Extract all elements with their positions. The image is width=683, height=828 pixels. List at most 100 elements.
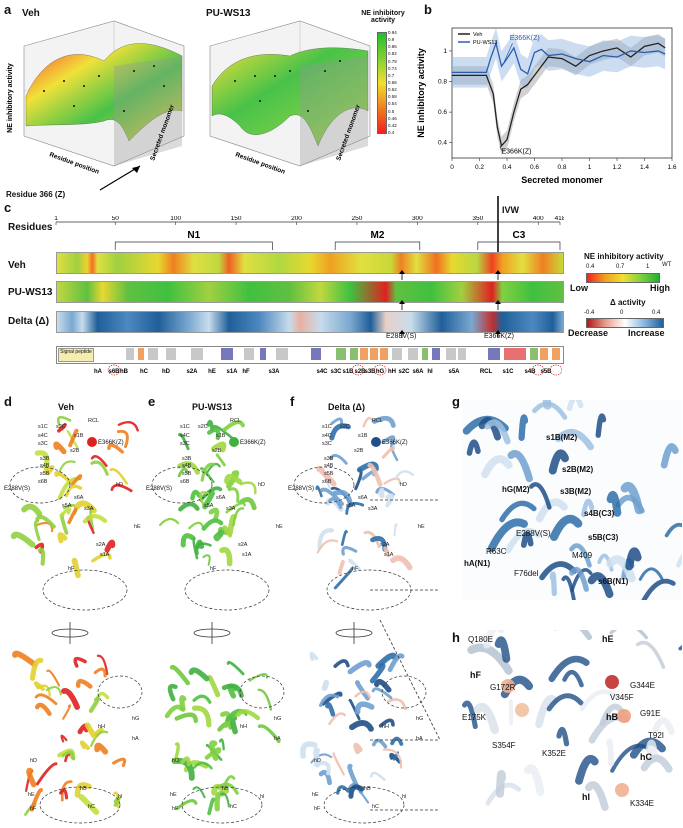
structure-label: RCL [88, 418, 99, 424]
x-tick-label: 1.2 [612, 164, 621, 171]
domain-label-C3: C3 [513, 230, 526, 241]
panel-g-label: F76del [514, 569, 539, 578]
x-tick-label: 1 [588, 164, 592, 171]
residue-sidechain [605, 675, 619, 689]
structure-label: hD [400, 482, 407, 488]
series-line-veh [452, 42, 666, 148]
panel-h-label: hE [602, 634, 614, 644]
x-tick-label: 0.8 [557, 164, 566, 171]
structure-label: hD [116, 482, 123, 488]
ss-label: s6A [412, 369, 424, 375]
ss-label: s4C [316, 369, 328, 375]
structure-label: s5A [346, 503, 356, 509]
panel-e-title: PU-WS13 [192, 402, 233, 412]
ss-element [148, 348, 158, 360]
panel-letter-a: a [4, 2, 12, 17]
annotation-e366-bottom: E366K(Z) [502, 148, 532, 155]
panel-letter-f: f [290, 394, 295, 409]
panel-letter-c: c [4, 200, 12, 215]
colorbar-tick: 0.94 [388, 30, 397, 35]
colorbar-tick: 0.5 [388, 108, 395, 114]
structure-label-e366: E366K(Z) [98, 440, 124, 446]
legend2-tick-2: 0.4 [652, 310, 661, 316]
panel-f-title: Delta (Δ) [328, 402, 365, 412]
structure-label: s3C [180, 441, 190, 447]
ss-element [446, 348, 456, 360]
panel-g-label: E288V(S) [516, 529, 551, 538]
structure-label: hF [68, 566, 75, 572]
structure-label: hB [222, 786, 229, 792]
structure-label: s4C [180, 433, 190, 439]
structure-label: s2C [198, 424, 208, 430]
structure-label: s3A [368, 506, 378, 512]
structure-label: s3B [324, 456, 334, 462]
panel-letter-h: h [452, 630, 460, 645]
region-ellipse [381, 675, 427, 709]
structure-label: s1A [100, 552, 110, 558]
legend2-tick-1: 0 [620, 310, 624, 316]
structure-label: hC [230, 804, 237, 810]
panel-a-colorbar [377, 32, 387, 134]
structure-label: s1B [74, 433, 84, 439]
panel-g-label: s5B(C3) [588, 533, 619, 542]
structure-label: s3A [84, 506, 94, 512]
structure-label: s2A [238, 542, 248, 548]
panel-a-residue-arrow [99, 165, 141, 191]
panel-h-label: S354F [492, 741, 516, 750]
panel-letter-g: g [452, 394, 460, 409]
panel-a-residue-label: Residue 366 (Z) [6, 190, 66, 199]
x-tick-label: 0 [450, 164, 454, 171]
residue-tick: 1 [54, 216, 58, 222]
residue-tick: 50 [112, 216, 120, 222]
panel-letter-d: d [4, 394, 12, 409]
structure-label: s2A [96, 542, 106, 548]
region-ellipse [42, 569, 128, 611]
e366-residue-sphere [87, 437, 97, 447]
ss-element [166, 348, 176, 360]
region-ellipse [39, 786, 121, 824]
ss-label: hF [242, 369, 250, 375]
e366-residue-sphere [371, 437, 381, 447]
residue-tick: 100 [170, 216, 181, 222]
structure-label: s5B [182, 471, 192, 477]
structure-label: hA [132, 736, 139, 742]
structure-label: hG [132, 716, 139, 722]
panel-a-surface-pu: Residue position Secreted monomer [209, 20, 371, 176]
structure-label-e366: E366K(Z) [382, 440, 408, 446]
ss-label: hB [120, 369, 129, 375]
legend1-bar [586, 273, 660, 283]
ss-label: hH [388, 369, 396, 375]
structure-label: hD [258, 482, 265, 488]
residue-sidechain [515, 703, 529, 717]
domain-label-M2: M2 [371, 230, 385, 241]
legend1-title: NE inhibitory activity [584, 252, 664, 261]
ss-element [432, 348, 440, 360]
structure-label: hE [170, 792, 177, 798]
colorbar-tick: 0.66 [388, 80, 397, 85]
x-axis-label: Secreted monomer [521, 175, 603, 185]
structure-label: hH [98, 724, 105, 730]
structure-label: hH [382, 724, 389, 730]
structure-label: s2C [56, 424, 66, 430]
ss-element [276, 348, 288, 360]
ss-element [126, 348, 134, 360]
panel-h-label: Q180E [468, 635, 493, 644]
structure-label: s6B [180, 479, 190, 485]
link-arrow [379, 619, 440, 741]
structure-label: s6A [358, 495, 368, 501]
structure-label-e288: E288V(S) [4, 486, 30, 492]
ss-element [221, 348, 233, 360]
colorbar-tick: 0.54 [388, 101, 397, 107]
heatmap-pu [56, 281, 564, 303]
ss-label: s3A [268, 369, 280, 375]
structure-label: hE [134, 524, 141, 530]
ss-element [370, 348, 378, 360]
structure-label: RCL [372, 418, 383, 424]
legend-entry: Veh [473, 32, 482, 38]
residue-sidechain [615, 783, 629, 797]
structure-label-e288: E288V(S) [146, 486, 172, 492]
legend1-high: High [650, 283, 670, 293]
structure-label: s3C [38, 441, 48, 447]
ss-element [191, 348, 203, 360]
